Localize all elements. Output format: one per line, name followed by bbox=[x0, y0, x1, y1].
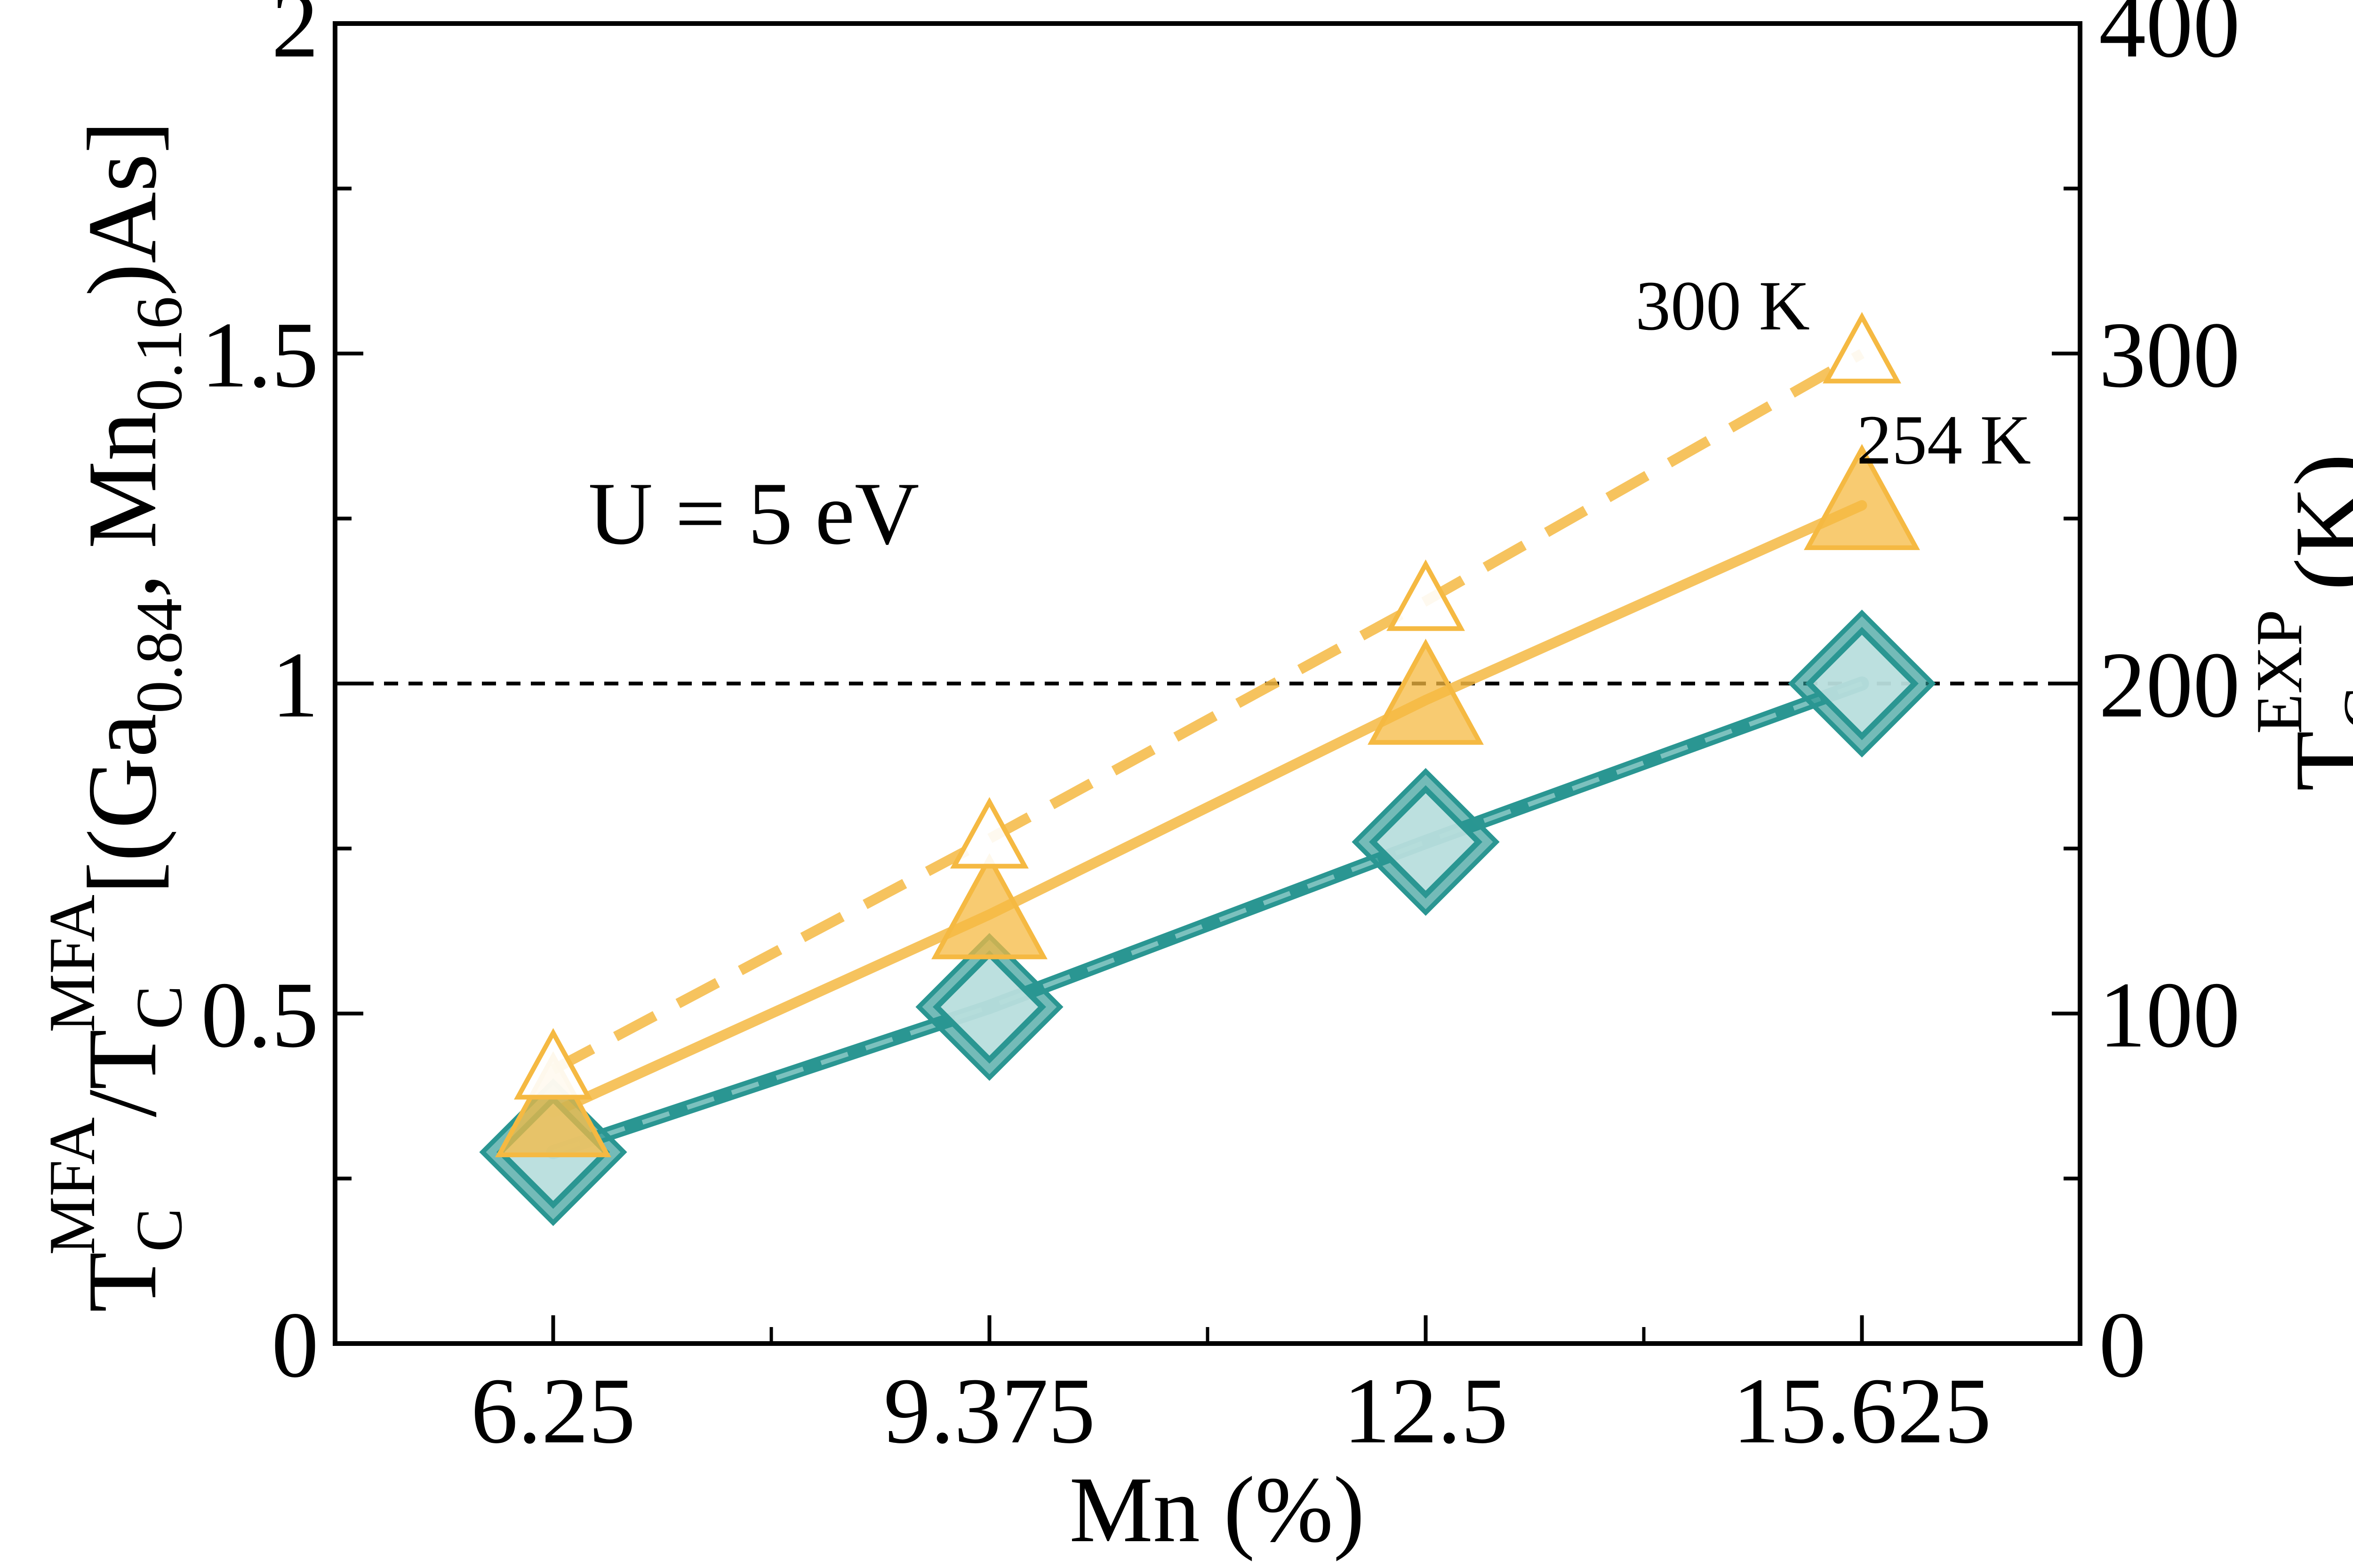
triangle-filled-marker bbox=[1368, 639, 1484, 745]
series-line-254k bbox=[548, 500, 1867, 1118]
y2-tick-label: 300 bbox=[2099, 303, 2240, 407]
y-tick-label: 0.5 bbox=[201, 963, 319, 1067]
y-title-mn: , Mn bbox=[68, 411, 177, 598]
y2-axis-title: TC EXP (K) bbox=[2243, 454, 2353, 792]
y2-title-t: T bbox=[2275, 731, 2353, 791]
y-title-close: )As] bbox=[68, 120, 177, 296]
y-title-slash: /T bbox=[68, 1029, 177, 1117]
y-tick-label: 2 bbox=[272, 0, 319, 77]
triangle-open-marker bbox=[950, 797, 1029, 869]
y-title-bracket: [(Ga bbox=[68, 713, 177, 895]
y2-title-sup: EXP bbox=[2243, 609, 2316, 734]
y-title-sub1: C bbox=[123, 1208, 196, 1252]
y-tick-label: 0 bbox=[272, 1293, 319, 1397]
y-axis-title: TCMFA/TCMFA[(Ga0.84, Mn0.16)As] bbox=[36, 120, 196, 1312]
y2-tick-label: 400 bbox=[2099, 0, 2240, 77]
y2-tick-label: 100 bbox=[2099, 963, 2240, 1067]
triangle-open-marker bbox=[1386, 559, 1465, 631]
series-line-300k bbox=[551, 349, 1865, 1074]
triangle-filled-marker bbox=[1804, 444, 1920, 550]
y-title-sub4: 0.16 bbox=[123, 296, 196, 411]
annotation-254k: 254 K bbox=[1857, 401, 2031, 479]
annotation-u-value: U = 5 eV bbox=[588, 464, 919, 563]
y-tick-label: 1 bbox=[272, 633, 319, 737]
y-title-t: T bbox=[68, 1252, 177, 1312]
triangle-filled-marker bbox=[931, 853, 1048, 960]
y-tick-label: 1.5 bbox=[201, 303, 319, 407]
x-tick-label: 12.5 bbox=[1344, 1359, 1508, 1463]
diamond-marker-inner bbox=[1805, 627, 1919, 740]
diamond-marker-inner bbox=[933, 950, 1046, 1064]
y-title-sup1: MFA bbox=[36, 1117, 109, 1255]
y2-tick-label: 200 bbox=[2099, 633, 2240, 737]
triangle-open-marker bbox=[514, 1028, 592, 1100]
y2-title-unit: (K) bbox=[2275, 454, 2353, 591]
triangle-open-marker bbox=[1823, 312, 1901, 384]
annotation-300k: 300 K bbox=[1635, 267, 1810, 345]
y2-tick-label: 0 bbox=[2099, 1293, 2146, 1397]
y2-title-sub: C bbox=[2330, 687, 2353, 731]
y-title-sub2: C bbox=[123, 985, 196, 1029]
y-title-sub3: 0.84 bbox=[123, 598, 196, 713]
triangle-filled-marker bbox=[495, 1051, 611, 1158]
y-title-sup2: MFA bbox=[36, 895, 109, 1032]
x-tick-label: 9.375 bbox=[884, 1359, 1096, 1463]
series-line-diamond bbox=[546, 676, 1869, 1160]
x-tick-label: 15.625 bbox=[1733, 1359, 1992, 1463]
x-tick-label: 6.25 bbox=[471, 1359, 636, 1463]
x-axis-title: Mn (%) bbox=[1069, 1458, 1365, 1562]
diamond-marker-inner bbox=[1369, 785, 1482, 899]
